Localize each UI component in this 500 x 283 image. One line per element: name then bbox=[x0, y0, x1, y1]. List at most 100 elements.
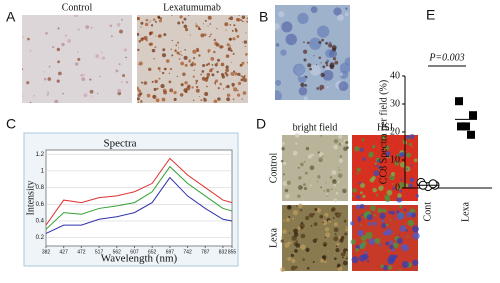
texture bbox=[290, 253, 295, 258]
texture bbox=[385, 223, 389, 227]
texture bbox=[394, 254, 398, 258]
texture bbox=[359, 254, 366, 262]
texture bbox=[236, 35, 240, 38]
panel-letter: B bbox=[259, 9, 268, 25]
texture bbox=[338, 158, 343, 163]
texture bbox=[332, 179, 337, 185]
texture bbox=[341, 73, 343, 75]
texture bbox=[304, 84, 308, 87]
texture bbox=[178, 53, 181, 56]
texture bbox=[193, 69, 195, 72]
x-tick-label: 472 bbox=[77, 249, 86, 255]
texture bbox=[336, 245, 338, 247]
texture bbox=[109, 24, 113, 28]
texture bbox=[33, 95, 35, 97]
texture bbox=[207, 52, 209, 54]
texture bbox=[294, 249, 298, 253]
texture bbox=[300, 209, 303, 212]
texture bbox=[392, 242, 399, 249]
texture bbox=[243, 74, 246, 77]
texture bbox=[137, 32, 140, 36]
texture bbox=[407, 219, 415, 227]
texture bbox=[409, 177, 415, 183]
texture bbox=[382, 264, 389, 271]
texture bbox=[356, 167, 361, 172]
texture bbox=[307, 154, 312, 159]
texture bbox=[229, 23, 232, 26]
texture bbox=[318, 152, 324, 157]
texture bbox=[280, 159, 284, 163]
texture bbox=[315, 64, 318, 66]
texture bbox=[412, 259, 419, 266]
texture bbox=[346, 146, 349, 150]
texture bbox=[168, 80, 172, 84]
texture bbox=[401, 260, 409, 269]
texture bbox=[232, 70, 236, 73]
texture bbox=[334, 233, 336, 235]
texture bbox=[372, 145, 376, 149]
texture bbox=[341, 256, 344, 259]
texture bbox=[186, 86, 191, 91]
y-tick-label: 40 bbox=[390, 70, 400, 81]
x-tick-label: 652 bbox=[148, 249, 157, 255]
texture bbox=[327, 195, 329, 197]
texture bbox=[405, 150, 407, 152]
texture bbox=[306, 266, 310, 270]
texture bbox=[315, 237, 318, 241]
y-axis-label: Intensity bbox=[25, 181, 36, 216]
texture bbox=[280, 49, 287, 56]
texture bbox=[319, 88, 322, 91]
x-tick-label: 517 bbox=[95, 249, 104, 255]
texture bbox=[329, 176, 333, 179]
texture bbox=[243, 78, 248, 83]
texture bbox=[372, 187, 377, 193]
texture bbox=[381, 222, 387, 229]
texture bbox=[158, 77, 161, 80]
texture bbox=[188, 15, 190, 16]
texture bbox=[323, 244, 327, 247]
texture bbox=[97, 93, 99, 95]
texture bbox=[280, 239, 284, 243]
texture bbox=[398, 268, 402, 272]
texture bbox=[163, 90, 168, 95]
texture bbox=[56, 79, 60, 83]
texture bbox=[325, 61, 329, 65]
texture bbox=[286, 180, 291, 185]
texture bbox=[324, 236, 327, 239]
texture bbox=[317, 175, 321, 179]
texture bbox=[286, 205, 292, 210]
texture bbox=[140, 26, 142, 28]
texture bbox=[297, 185, 303, 190]
texture bbox=[400, 178, 403, 181]
texture bbox=[382, 185, 384, 187]
texture bbox=[26, 81, 30, 85]
texture bbox=[280, 267, 285, 273]
texture bbox=[240, 19, 243, 22]
texture bbox=[139, 92, 143, 96]
texture bbox=[233, 87, 238, 92]
texture bbox=[246, 20, 248, 23]
texture bbox=[361, 213, 364, 217]
texture bbox=[224, 22, 229, 27]
texture bbox=[192, 49, 197, 54]
texture bbox=[241, 98, 243, 100]
texture bbox=[191, 86, 194, 89]
texture bbox=[192, 75, 195, 78]
texture bbox=[206, 72, 211, 77]
texture bbox=[228, 37, 232, 41]
texture bbox=[350, 221, 355, 226]
texture bbox=[390, 210, 395, 215]
texture bbox=[138, 39, 142, 43]
texture bbox=[326, 188, 330, 193]
x-tick-label: Cont bbox=[422, 202, 433, 222]
texture bbox=[293, 252, 296, 255]
texture bbox=[392, 183, 394, 185]
texture bbox=[322, 255, 327, 260]
texture bbox=[77, 51, 79, 53]
texture bbox=[397, 193, 402, 198]
texture bbox=[284, 188, 289, 193]
texture bbox=[399, 189, 403, 193]
texture bbox=[157, 35, 161, 38]
texture bbox=[396, 153, 400, 157]
texture bbox=[389, 174, 395, 181]
